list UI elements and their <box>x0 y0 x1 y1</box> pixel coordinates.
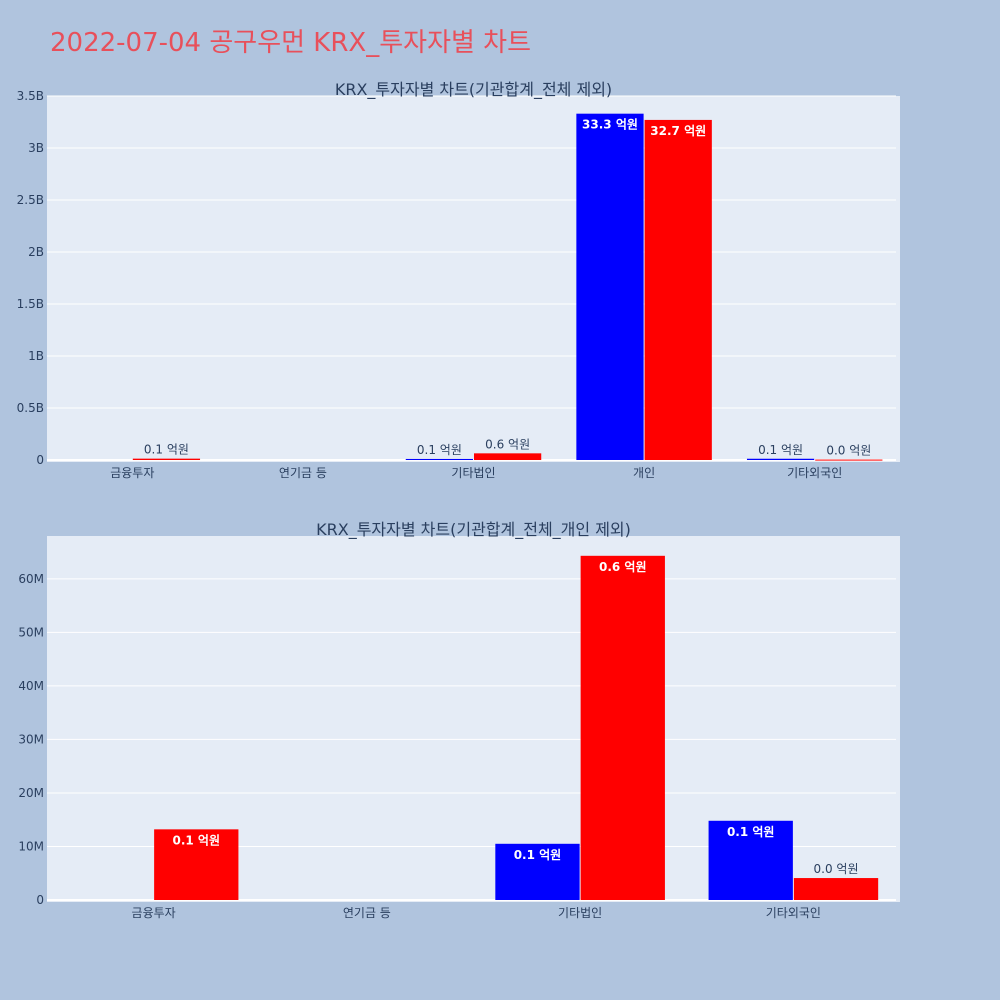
bar <box>154 829 239 900</box>
bar <box>580 555 665 900</box>
data-label: 0.1 억원 <box>144 443 189 457</box>
x-tick-label: 개인 <box>633 466 655 480</box>
data-label: 33.3 억원 <box>582 118 638 132</box>
data-label: 0.1 억원 <box>173 833 221 847</box>
bar <box>746 458 815 460</box>
y-tick-label: 0 <box>36 453 44 467</box>
bar <box>815 459 883 461</box>
data-label: 0.1 억원 <box>727 825 775 839</box>
y-tick-label: 2B <box>28 245 44 259</box>
data-label: 0.6 억원 <box>599 560 647 574</box>
page-title: 2022-07-04 공구우먼 KRX_투자자별 차트 <box>50 28 532 58</box>
bar <box>793 878 879 900</box>
x-tick-label: 금융투자 <box>110 466 154 480</box>
data-label: 0.1 억원 <box>758 443 803 457</box>
data-label: 0.0 억원 <box>826 444 871 458</box>
bar <box>576 113 644 461</box>
x-tick-label: 금융투자 <box>132 906 176 920</box>
y-tick-label: 20M <box>18 786 44 800</box>
x-tick-label: 기타법인 <box>558 906 602 920</box>
y-tick-label: 30M <box>18 732 44 746</box>
data-label: 32.7 억원 <box>650 124 706 138</box>
bar <box>474 453 542 460</box>
x-tick-label: 연기금 등 <box>279 466 327 480</box>
y-tick-label: 3.5B <box>17 89 44 103</box>
y-tick-label: 0.5B <box>17 401 44 415</box>
x-tick-label: 연기금 등 <box>343 906 391 920</box>
x-tick-label: 기타외국인 <box>787 466 842 480</box>
bar <box>644 119 712 461</box>
bar <box>495 843 580 900</box>
y-tick-label: 0 <box>36 893 44 907</box>
data-label: 0.1 억원 <box>514 848 562 862</box>
x-tick-label: 기타법인 <box>451 466 495 480</box>
y-tick-label: 10M <box>18 839 44 853</box>
y-tick-label: 2.5B <box>17 193 44 207</box>
y-tick-label: 1B <box>28 349 44 363</box>
subplot-title: KRX_투자자별 차트(기관합계_전체 제외) <box>335 80 612 100</box>
bar <box>405 458 473 460</box>
data-label: 0.1 억원 <box>417 443 462 457</box>
x-tick-label: 기타외국인 <box>766 906 821 920</box>
y-tick-label: 40M <box>18 679 44 693</box>
y-tick-label: 60M <box>18 572 44 586</box>
bar <box>708 820 793 900</box>
y-tick-label: 3B <box>28 141 44 155</box>
y-tick-label: 1.5B <box>17 297 44 311</box>
subplot-title: KRX_투자자별 차트(기관합계_전체_개인 제외) <box>316 520 631 540</box>
bar <box>132 458 201 460</box>
plot-area <box>47 96 900 462</box>
y-tick-label: 50M <box>18 625 44 639</box>
data-label: 0.6 억원 <box>485 437 530 451</box>
data-label: 0.0 억원 <box>814 862 859 876</box>
